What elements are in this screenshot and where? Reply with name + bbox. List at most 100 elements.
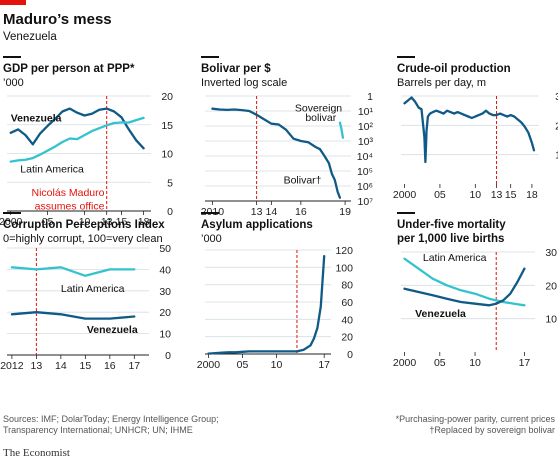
series-line-latin-america — [9, 116, 145, 163]
x-tick-label: 2000 — [197, 359, 221, 371]
annotation-label: Venezuela — [11, 112, 62, 124]
annotation-label: Venezuela — [415, 308, 466, 320]
series-line-venezuela — [403, 267, 526, 307]
footnote-bolivar: †Replaced by sovereign bolivar — [429, 425, 555, 435]
y-tick-label: 0 — [165, 350, 171, 362]
y-tick-label: 10 — [545, 314, 557, 326]
y-tick-label: 10⁵ — [357, 166, 373, 178]
x-tick-label: 17 — [318, 359, 330, 371]
panel-mortality: Under-five mortality per 1,000 live birt… — [393, 212, 558, 396]
x-tick-label: 13 — [251, 206, 263, 218]
x-tick-label: 13 — [31, 360, 43, 372]
annotation-label: Venezuela — [87, 324, 138, 336]
x-tick-label: 18 — [138, 216, 150, 228]
y-tick-label: 5 — [167, 177, 173, 189]
panel-title: Bolivar per $ — [201, 63, 271, 75]
panel-title: GDP per person at PPP* — [3, 63, 135, 75]
chart-asylum: 0 20 40 60 80 100 120 2000 05 10 17 — [197, 245, 353, 371]
sources-line-1: Sources: IMF; DolarToday; Energy Intelli… — [3, 414, 219, 424]
annotation-label: Nicolás Maduro — [32, 187, 105, 199]
y-tick-label: 120 — [335, 245, 353, 257]
panel-cpi: Corruption Perceptions Index 0=highly co… — [0, 212, 183, 396]
x-tick-label: 14 — [266, 206, 278, 218]
panel-title-line1: Under-five mortality — [397, 219, 506, 231]
page-subtitle: Venezuela — [3, 31, 57, 43]
y-tick-label: 40 — [341, 314, 353, 326]
annotation-label: Bolivar† — [284, 175, 322, 187]
x-tick-label: 15 — [505, 189, 517, 201]
panel-rule — [201, 56, 219, 58]
series-line-latin-america — [403, 257, 526, 307]
panel-rule — [397, 56, 415, 58]
x-tick-label: 15 — [80, 360, 92, 372]
x-tick-label: 13 — [101, 216, 113, 228]
x-tick-label: 05 — [42, 216, 54, 228]
y-tick-label: 80 — [341, 280, 353, 292]
y-tick-label: 15 — [161, 120, 173, 132]
panel-subtitle: Barrels per day, m — [397, 77, 487, 89]
panel-title: Under-five mortality per 1,000 live birt… — [397, 218, 506, 246]
y-tick-label: 10⁶ — [357, 181, 373, 193]
annotation-label: assumes office — [35, 200, 105, 212]
annotation-label: Latin America — [61, 283, 125, 295]
chart-cpi: 0 10 20 30 40 50 2012 13 14 15 16 17 Latin America Ve… — [0, 243, 171, 372]
y-tick-label: 1 — [367, 91, 373, 103]
y-tick-label: 0 — [347, 349, 353, 361]
chart-mortality: 10 20 30 2000 05 10 17 Latin America Venezuela — [393, 247, 557, 369]
x-tick-label: 05 — [237, 359, 249, 371]
y-tick-label: 20 — [161, 91, 173, 103]
y-tick-label: 40 — [159, 264, 171, 276]
x-tick-label: 10 — [79, 216, 91, 228]
series-line-latin-america — [10, 266, 136, 277]
annotation-label: Sovereign — [295, 102, 342, 114]
y-tick-label: 10 — [161, 149, 173, 161]
x-tick-label: 2000 — [393, 357, 417, 369]
y-tick-label: 20 — [545, 280, 557, 292]
x-tick-label: 10 — [469, 357, 481, 369]
panel-subtitle: ’000 — [201, 233, 222, 245]
series-line-venezuela — [10, 311, 136, 320]
x-tick-label: 2000 — [0, 216, 23, 228]
y-tick-label: 10¹ — [358, 106, 374, 118]
y-tick-label: 10³ — [358, 136, 374, 148]
x-tick-label: 18 — [526, 189, 538, 201]
annotation-label: bolivar — [305, 112, 336, 124]
y-tick-label: 2 — [555, 120, 558, 132]
series-line-venezuela — [207, 254, 326, 355]
x-tick-label: 05 — [434, 189, 446, 201]
panel-bolivar: Bolivar per $ Inverted log scale 1 10¹ 10²… — [201, 56, 381, 240]
x-tick-label: 17 — [519, 357, 531, 369]
panel-rule — [3, 56, 21, 58]
y-tick-label: 1 — [555, 150, 558, 162]
y-tick-label: 10⁴ — [357, 151, 373, 163]
publisher-logo: The Economist — [3, 447, 70, 459]
y-tick-label: 30 — [159, 286, 171, 298]
y-tick-label: 10² — [358, 121, 374, 133]
panel-asylum: Asylum applications ’000 0 20 40 60 80 100 120… — [197, 212, 381, 396]
x-tick-label: 13 — [491, 189, 503, 201]
panel-title-line2: per 1,000 live births — [397, 233, 505, 245]
panel-title: Asylum applications — [201, 219, 313, 231]
y-tick-label: 10 — [159, 329, 171, 341]
panel-subtitle: Inverted log scale — [201, 77, 288, 89]
y-tick-label: 0 — [167, 206, 173, 218]
y-tick-label: 20 — [341, 332, 353, 344]
x-tick-label: 16 — [104, 360, 116, 372]
x-tick-label: 16 — [295, 206, 307, 218]
x-tick-label: 19 — [339, 206, 351, 218]
annotation-label: Latin America — [423, 252, 487, 264]
annotation-label: Latin America — [20, 163, 84, 175]
y-tick-label: 60 — [341, 297, 353, 309]
x-tick-label: 2012 — [0, 360, 24, 372]
panel-oil: Crude-oil production Barrels per day, m … — [393, 56, 558, 240]
y-tick-label: 10⁷ — [358, 196, 374, 208]
sources-note: Sources: IMF; DolarToday; Energy Intelli… — [3, 414, 219, 436]
x-tick-label: 17 — [128, 360, 140, 372]
y-tick-label: 3 — [555, 91, 558, 103]
sources-line-2: Transparency International; UNHCR; UN; I… — [3, 425, 193, 435]
series-line-bolivar — [211, 107, 342, 199]
x-tick-label: 15 — [116, 216, 128, 228]
x-tick-label: 05 — [434, 357, 446, 369]
panel-title: Crude-oil production — [397, 63, 511, 75]
